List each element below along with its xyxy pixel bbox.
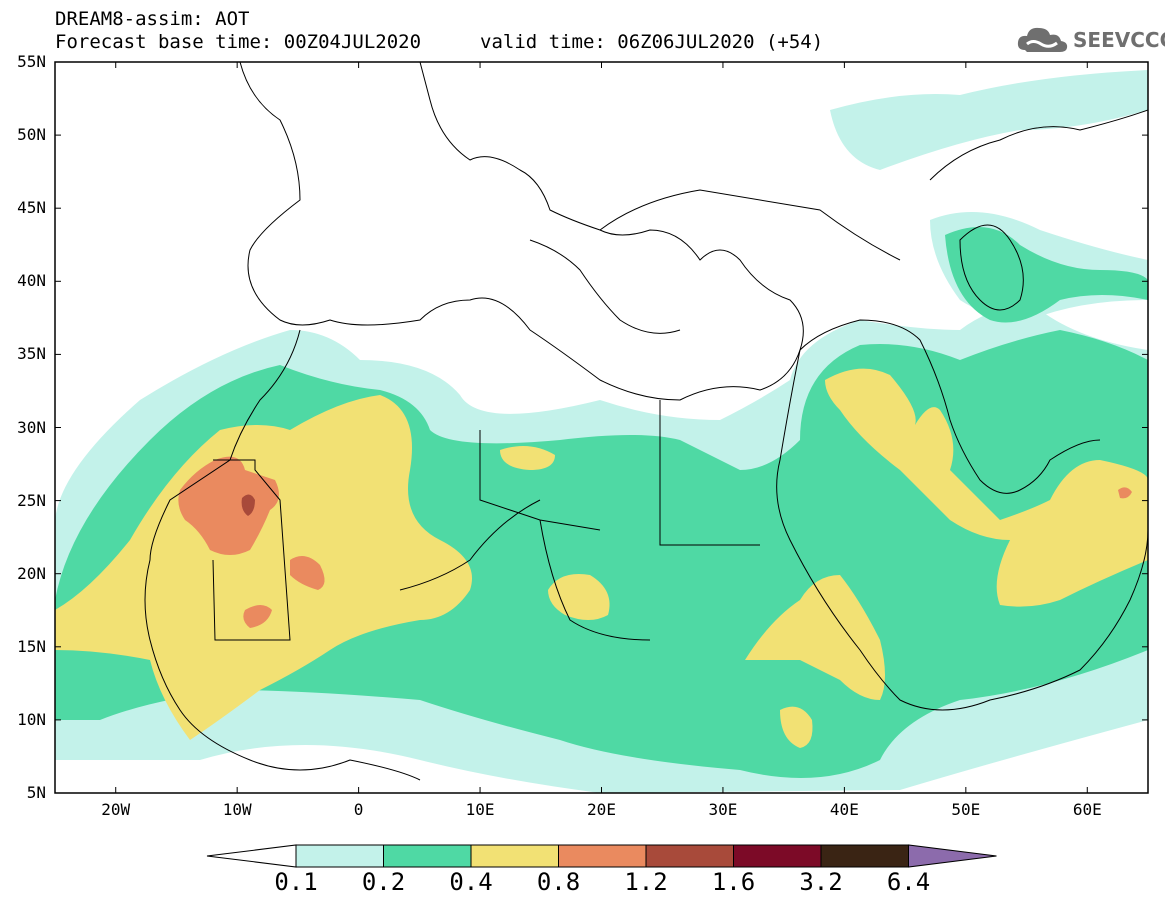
- lat-tick-label: 30N: [17, 417, 46, 437]
- lat-tick-label: 35N: [17, 344, 46, 364]
- aot-band-high-west: [178, 456, 279, 555]
- lat-tick-label: 40N: [17, 271, 46, 291]
- aot-band-medium-ethiopia: [745, 575, 885, 700]
- lat-tick-label: 55N: [17, 52, 46, 71]
- lon-tick-label: 20E: [587, 800, 616, 819]
- coastlines: [144, 62, 1148, 781]
- aot-band-medium-libya: [500, 446, 555, 470]
- colorbar-level-label: 6.4: [886, 868, 931, 896]
- lon-tick-label: 20W: [101, 800, 131, 819]
- aot-band-very-low-east: [830, 70, 1148, 170]
- colorbar-over-arrow: [908, 844, 997, 868]
- cloud-icon: [1017, 27, 1068, 52]
- colorbar-swatch: [820, 844, 909, 868]
- colorbar-level-label: 0.4: [449, 868, 493, 896]
- colorbar-swatch: [383, 844, 472, 868]
- colorbar-level-label: 0.8: [536, 868, 581, 896]
- aot-field: [55, 70, 1148, 793]
- logo-text: SEEVCCC: [1073, 28, 1165, 52]
- map-title: DREAM8-assim: AOT: [55, 8, 250, 30]
- lon-tick-label: 10W: [222, 800, 252, 819]
- lon-tick-label: 30E: [708, 800, 738, 819]
- aot-band-medium-chad: [548, 574, 610, 620]
- lat-tick-label: 5N: [26, 783, 46, 802]
- lon-tick-label: 10E: [465, 800, 495, 819]
- colorbar-level-label: 1.2: [624, 868, 668, 896]
- colorbar-swatch: [295, 844, 384, 868]
- valid-time: valid time: 06Z06JUL2020 (+54): [480, 31, 824, 53]
- lat-tick-label: 10N: [17, 709, 46, 729]
- colorbar-level-label: 0.1: [274, 868, 318, 896]
- aot-band-high-mali: [290, 556, 325, 590]
- aot-band-very-high-oman: [1118, 487, 1132, 499]
- colorbar-swatch: [558, 844, 647, 868]
- lon-tick-label: 40E: [829, 800, 859, 819]
- lon-tick-label: 0: [353, 800, 364, 819]
- colorbar-level-label: 1.6: [711, 868, 756, 896]
- lat-ticks: [55, 61, 1148, 794]
- colorbar-swatch: [645, 844, 734, 868]
- colorbar-under-arrow: [206, 844, 297, 868]
- seevccc-logo: SEEVCCC: [1015, 22, 1165, 56]
- lon-tick-label: 50E: [951, 800, 981, 819]
- colorbar-level-label: 3.2: [799, 868, 843, 896]
- aot-band-medium-arabia: [825, 368, 1148, 607]
- lat-tick-label: 45N: [17, 198, 46, 218]
- colorbar-level-label: 0.2: [361, 868, 406, 896]
- lon-tick-label: 60E: [1072, 800, 1102, 819]
- aot-band-very-high: [241, 494, 255, 516]
- colorbar-swatch: [470, 844, 559, 868]
- lat-tick-label: 20N: [17, 563, 46, 583]
- aot-band-medium-west: [55, 395, 472, 740]
- aot-band-high-mauritania: [243, 605, 272, 628]
- aot-band-medium-kenya: [780, 706, 813, 748]
- colorbar-swatch: [733, 844, 822, 868]
- forecast-base-time: Forecast base time: 00Z04JUL2020: [55, 31, 422, 53]
- lat-tick-label: 25N: [17, 490, 46, 510]
- lat-tick-label: 15N: [17, 636, 46, 656]
- lat-tick-label: 50N: [17, 125, 46, 145]
- lon-ticks: [115, 62, 1088, 793]
- aot-band-low-caspian: [945, 227, 1148, 323]
